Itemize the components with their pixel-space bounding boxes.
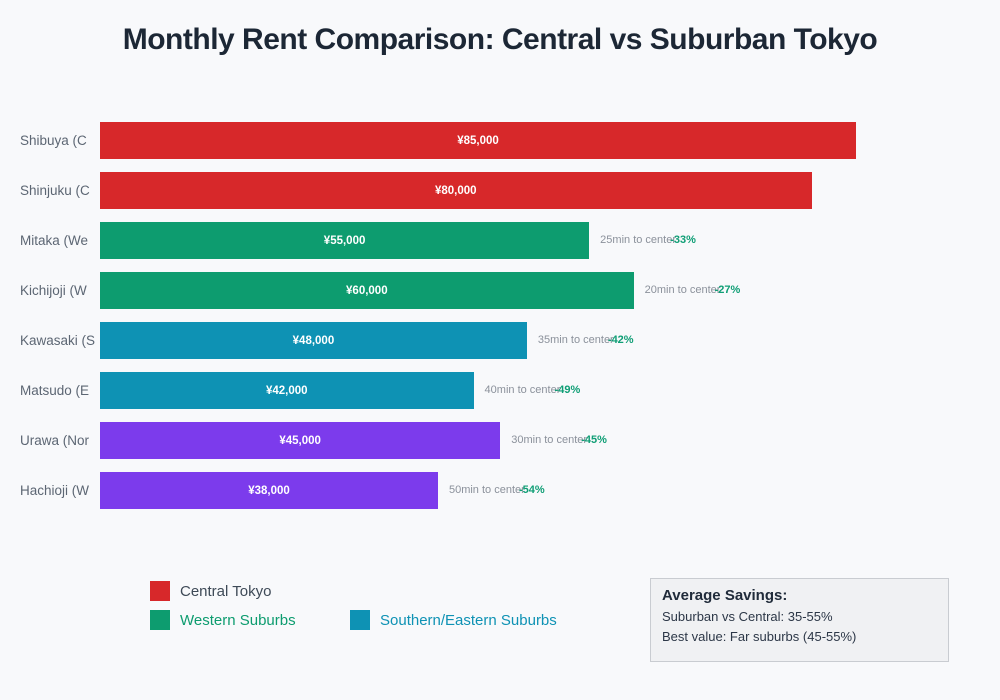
category-label: Urawa (Nor (20, 433, 90, 448)
legend-label-south-east: Southern/Eastern Suburbs (380, 612, 557, 629)
bar-value-label: ¥55,000 (323, 234, 366, 247)
rent-bar: ¥42,000 (100, 372, 474, 409)
legend-swatch-south-east (350, 610, 370, 630)
bar-value-label: ¥80,000 (434, 184, 477, 197)
category-label: Mitaka (We (20, 233, 89, 248)
bar-chart: Shibuya (C ¥85,000 Shinjuku (C ¥80,000 Mitak… (20, 122, 856, 509)
average-savings-box: Average Savings: Suburban vs Central: 35… (650, 578, 949, 662)
legend-swatch-western (150, 610, 170, 630)
info-box-line-2: Best value: Far suburbs (45-55%) (662, 629, 857, 644)
info-box-line-1: Suburban vs Central: 35-55% (662, 609, 833, 624)
category-label: Hachioji (W (20, 483, 90, 498)
bar-value-label: ¥42,000 (265, 384, 308, 397)
legend-label-central: Central Tokyo (180, 583, 272, 600)
rent-bar: ¥80,000 (100, 172, 812, 209)
savings-percent-annotation: -42% (607, 334, 634, 346)
rent-bar: ¥55,000 (100, 222, 590, 259)
savings-percent-annotation: -27% (714, 284, 741, 296)
rent-bar: ¥60,000 (100, 272, 634, 309)
rent-bar: ¥48,000 (100, 322, 527, 359)
bar-value-label: ¥38,000 (248, 484, 290, 497)
savings-percent-annotation: -49% (554, 384, 581, 396)
rent-bar: ¥85,000 (100, 122, 856, 159)
commute-annotation: 25min to center (600, 234, 676, 246)
commute-annotation: 30min to center (511, 434, 588, 446)
category-label: Matsudo (E (20, 383, 90, 398)
commute-annotation: 20min to center (644, 284, 721, 296)
bar-value-label: ¥60,000 (346, 284, 388, 297)
savings-percent-annotation: -45% (581, 434, 607, 446)
chart-title: Monthly Rent Comparison: Central vs Subu… (122, 23, 878, 56)
rent-bar: ¥45,000 (100, 422, 501, 459)
category-label: Shinjuku (C (20, 183, 90, 198)
commute-annotation: 40min to center (484, 384, 561, 396)
category-label: Shibuya (C (20, 133, 87, 148)
legend-label-western: Western Suburbs (180, 612, 296, 629)
bar-value-label: ¥45,000 (279, 434, 321, 447)
commute-annotation: 50min to center (448, 484, 525, 496)
info-box-title: Average Savings: (662, 587, 788, 604)
category-label: Kichijoji (W (20, 283, 87, 298)
savings-percent-annotation: -33% (670, 234, 696, 246)
savings-percent-annotation: -54% (518, 484, 545, 496)
bar-value-label: ¥85,000 (457, 134, 499, 147)
rent-bar: ¥38,000 (100, 472, 438, 509)
legend-swatch-central (150, 581, 170, 601)
category-label: Kawasaki (S (20, 333, 96, 348)
commute-annotation: 35min to center (537, 334, 614, 346)
bar-value-label: ¥48,000 (292, 334, 335, 347)
